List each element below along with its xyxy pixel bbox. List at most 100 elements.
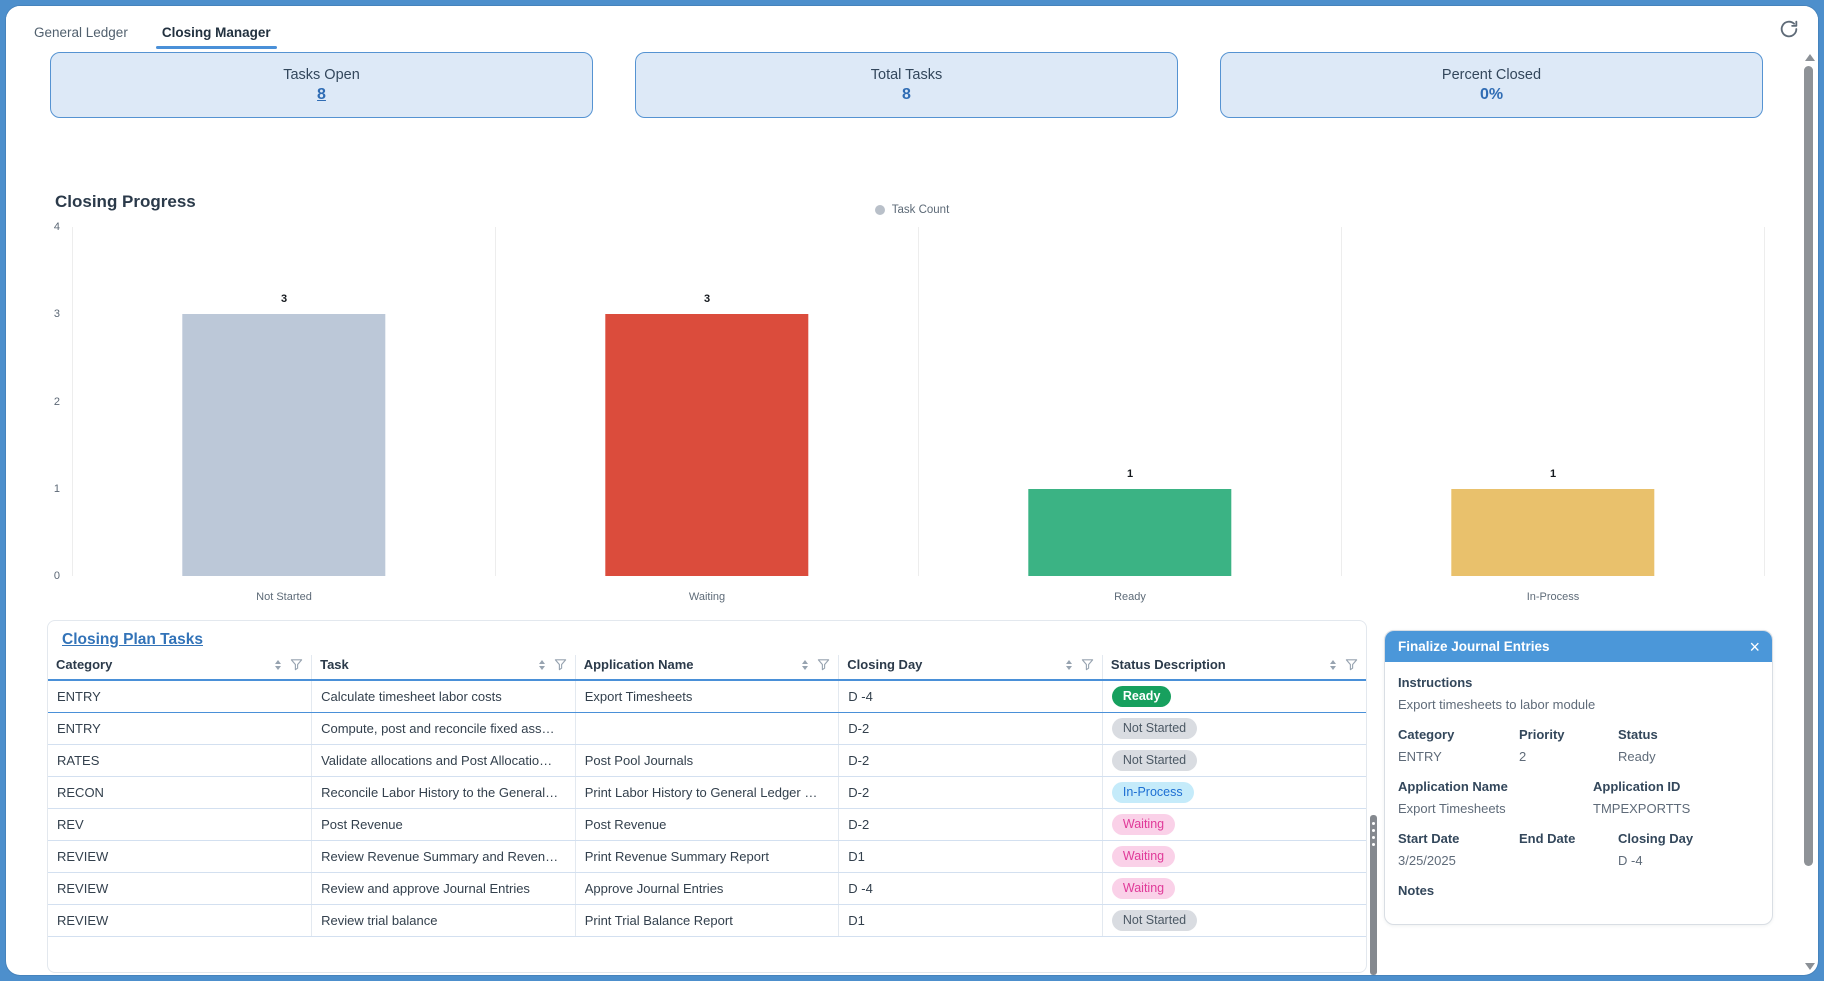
- table-cell: ENTRY: [48, 679, 313, 713]
- sort-icon[interactable]: [802, 659, 809, 670]
- start-date-value: 3/25/2025: [1398, 853, 1456, 868]
- bar-in-process[interactable]: [1451, 488, 1655, 576]
- chart-slot-waiting: 3 Waiting: [496, 227, 919, 603]
- table-cell: D -4: [838, 872, 1103, 905]
- table-cell: D-2: [838, 808, 1103, 841]
- closing-day-label: Closing Day: [1618, 831, 1694, 846]
- closing-plan-tasks-title-link[interactable]: Closing Plan Tasks: [62, 631, 203, 648]
- column-header-label: Task: [320, 657, 349, 672]
- tasks-open-value-link[interactable]: 8: [317, 85, 326, 103]
- category-label: Category: [1398, 727, 1455, 742]
- column-header-category[interactable]: Category: [48, 655, 313, 681]
- end-date-value: [1519, 853, 1618, 868]
- y-axis-tick-label: 0: [53, 570, 60, 582]
- sort-icon[interactable]: [275, 659, 282, 670]
- table-cell: Post Revenue: [311, 808, 576, 841]
- card-label: Total Tasks: [870, 66, 943, 83]
- close-icon[interactable]: ×: [1749, 636, 1760, 657]
- tab-closing-manager[interactable]: Closing Manager: [155, 13, 277, 52]
- table-row[interactable]: REVIEW Review trial balance Print Trial Ba…: [48, 904, 1366, 937]
- column-header-label: Category: [56, 657, 113, 672]
- table-cell: REVIEW: [48, 840, 313, 873]
- scrollbar-thumb[interactable]: [1804, 66, 1813, 866]
- table-cell: Print Trial Balance Report: [575, 904, 840, 937]
- column-header-task[interactable]: Task: [311, 655, 576, 681]
- x-axis-category-label: Ready: [1114, 591, 1146, 603]
- column-header-label: Status Description: [1110, 657, 1226, 672]
- scroll-up-arrow-icon[interactable]: [1805, 54, 1815, 61]
- table-cell: D-2: [838, 776, 1103, 809]
- table-row[interactable]: ENTRY Calculate timesheet labor costs Expo…: [48, 679, 1366, 713]
- legend-item-task-count[interactable]: Task Count: [874, 204, 950, 216]
- x-axis-category-label: Waiting: [688, 591, 726, 603]
- x-axis-category-label: In-Process: [1526, 591, 1580, 603]
- sort-icon[interactable]: [1065, 659, 1072, 670]
- priority-label: Priority: [1519, 727, 1565, 742]
- table-cell: REVIEW: [48, 904, 313, 937]
- table-row[interactable]: RECON Reconcile Labor History to the Gene…: [48, 776, 1366, 809]
- filter-icon[interactable]: [817, 658, 830, 671]
- bar-value-label: 1: [1549, 467, 1557, 480]
- table-cell: Approve Journal Entries: [575, 872, 840, 905]
- closing-plan-tasks-card: Closing Plan Tasks Category Task Applicati…: [47, 620, 1367, 973]
- priority-value: 2: [1519, 749, 1527, 764]
- sort-icon[interactable]: [1330, 659, 1336, 670]
- bar-waiting[interactable]: [605, 314, 809, 576]
- legend-label: Task Count: [891, 204, 950, 216]
- filter-icon[interactable]: [290, 658, 303, 671]
- task-detail-panel-title: Finalize Journal Entries: [1398, 639, 1550, 654]
- table-cell: Calculate timesheet labor costs: [311, 679, 576, 713]
- bar-value-label: 1: [1126, 467, 1134, 480]
- filter-icon[interactable]: [554, 658, 567, 671]
- table-cell: ENTRY: [48, 712, 313, 745]
- summary-cards: Tasks Open 8 Total Tasks 8 Percent Close…: [50, 52, 1763, 118]
- refresh-button[interactable]: [1778, 18, 1800, 40]
- table-cell-status: Not Started: [1102, 744, 1366, 777]
- sort-icon[interactable]: [538, 659, 545, 670]
- bar-not-started[interactable]: [182, 314, 386, 576]
- table-cell: REVIEW: [48, 872, 313, 905]
- column-header-application-name[interactable]: Application Name: [575, 655, 840, 681]
- task-detail-panel-body: Instructions Export timesheets to labor …: [1385, 662, 1772, 898]
- status-badge: Waiting: [1111, 813, 1176, 835]
- table-row[interactable]: REV Post Revenue Post Revenue D-2 Waiting: [48, 808, 1366, 841]
- start-date-label: Start Date: [1398, 831, 1460, 846]
- table-cell: Print Labor History to General Ledger …: [575, 776, 840, 809]
- table-cell-status: Not Started: [1102, 904, 1366, 937]
- filter-icon[interactable]: [1081, 658, 1094, 671]
- table-cell: Review Revenue Summary and Reven…: [311, 840, 576, 873]
- column-header-status-description[interactable]: Status Description: [1102, 655, 1366, 681]
- card-tasks-open: Tasks Open 8: [50, 52, 593, 118]
- table-cell: D -4: [838, 679, 1103, 713]
- status-badge: In-Process: [1111, 781, 1194, 803]
- table-cell-status: In-Process: [1102, 776, 1366, 809]
- x-axis-category-label: Not Started: [256, 591, 312, 603]
- table-row[interactable]: ENTRY Compute, post and reconcile fixed a…: [48, 712, 1366, 745]
- status-badge: Not Started: [1111, 909, 1198, 931]
- table-cell: Compute, post and reconcile fixed ass…: [311, 712, 576, 745]
- y-axis-tick-label: 3: [53, 308, 60, 321]
- application-name-value: Export Timesheets: [1398, 801, 1506, 816]
- table-cell: REV: [48, 808, 313, 841]
- filter-icon[interactable]: [1345, 658, 1358, 671]
- scroll-down-arrow-icon[interactable]: [1805, 963, 1815, 970]
- end-date-label: End Date: [1519, 831, 1576, 846]
- table-cell-status: Waiting: [1102, 872, 1366, 905]
- chart-slot-not-started: 3 Not Started: [73, 227, 496, 603]
- refresh-icon: [1778, 20, 1800, 44]
- status-badge: Ready: [1111, 685, 1172, 707]
- status-badge: Not Started: [1111, 749, 1198, 771]
- chart-y-axis: 0 1 2 3 4: [40, 221, 64, 582]
- table-row[interactable]: RATES Validate allocations and Post Alloc…: [48, 744, 1366, 777]
- tab-general-ledger[interactable]: General Ledger: [34, 25, 128, 40]
- column-header-label: Closing Day: [847, 657, 923, 672]
- table-row[interactable]: REVIEW Review and approve Journal Entries…: [48, 872, 1366, 905]
- table-panel-splitter-handle[interactable]: [1370, 815, 1377, 975]
- column-header-closing-day[interactable]: Closing Day: [838, 655, 1103, 681]
- task-detail-panel-header: Finalize Journal Entries ×: [1385, 631, 1772, 662]
- app-window: General Ledger Closing Manager Tasks Ope…: [6, 6, 1818, 975]
- chart-title: Closing Progress: [55, 192, 196, 211]
- table-row[interactable]: REVIEW Review Revenue Summary and Reven… P…: [48, 840, 1366, 873]
- table-cell: Post Pool Journals: [575, 744, 840, 777]
- bar-ready[interactable]: [1028, 488, 1232, 576]
